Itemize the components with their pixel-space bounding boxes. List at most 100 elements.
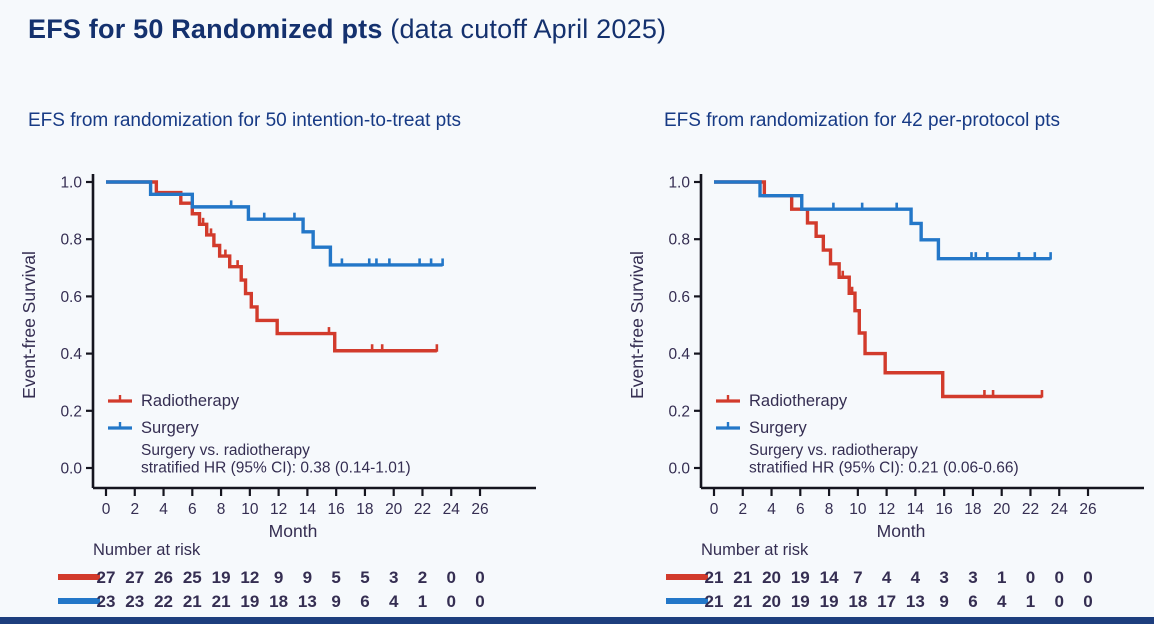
y-tick-label: 0.2	[668, 403, 690, 420]
km-curve-radiotherapy	[714, 180, 1044, 399]
x-tick-label: 10	[849, 501, 867, 518]
legend: Radiotherapy Surgery Surgery vs. radiother…	[716, 392, 1019, 477]
risk-count: 21	[705, 592, 724, 611]
axes: 0.00.20.40.60.81.00 2 4 6 8 10 12 14 16 18 20 22 24 2…	[19, 174, 536, 541]
risk-count: 23	[125, 592, 144, 611]
risk-count: 13	[906, 592, 925, 611]
y-tick-label: 0.6	[60, 289, 82, 306]
risk-count: 0	[1055, 592, 1064, 611]
km-chart-per-protocol-svg: 0.00.20.40.60.81.00 2 4 6 8 10 12 14 16 18 20 22 24 2…	[627, 174, 1144, 611]
risk-count: 0	[447, 568, 456, 587]
risk-count: 21	[733, 568, 752, 587]
y-tick-label: 0.6	[668, 289, 690, 306]
risk-count: 4	[389, 592, 399, 611]
number-at-risk-label: Number at risk	[701, 541, 809, 559]
risk-count: 27	[125, 568, 144, 587]
risk-count: 5	[360, 568, 369, 587]
risk-count: 4	[997, 592, 1007, 611]
y-tick-label: 0.2	[60, 403, 82, 420]
km-curve-surgery	[714, 180, 1052, 261]
risk-count: 17	[877, 592, 896, 611]
page-title-suffix: (data cutoff April 2025)	[382, 14, 667, 44]
page-title: EFS for 50 Randomized pts (data cutoff A…	[28, 14, 666, 45]
x-tick-label: 4	[159, 501, 168, 518]
y-tick-label: 0.4	[668, 346, 690, 363]
risk-count: 0	[1026, 568, 1035, 587]
risk-count: 21	[212, 592, 231, 611]
x-tick-label: 0	[102, 501, 111, 518]
legend-label: Surgery	[141, 419, 200, 437]
x-tick-label: 24	[1051, 501, 1069, 518]
risk-count: 0	[1055, 568, 1064, 587]
hr-annotation-line: Surgery vs. radiotherapy	[749, 442, 918, 459]
risk-count: 9	[331, 592, 340, 611]
risk-count: 13	[298, 592, 317, 611]
risk-count: 23	[97, 592, 116, 611]
risk-count: 21	[705, 568, 724, 587]
risk-count: 9	[939, 592, 948, 611]
risk-count: 9	[303, 568, 312, 587]
x-tick-label: 22	[1022, 501, 1039, 518]
risk-count: 7	[853, 568, 862, 587]
risk-count: 19	[791, 568, 810, 587]
slide-footer-bar	[0, 617, 1154, 624]
chart-panel-itt: EFS from randomization for 50 intention-…	[8, 100, 554, 618]
y-tick-label: 1.0	[60, 175, 82, 192]
y-axis-label: Event-free Survival	[19, 251, 39, 399]
x-tick-label: 6	[188, 501, 197, 518]
x-axis-label: Month	[269, 521, 318, 541]
x-tick-label: 10	[241, 501, 259, 518]
y-axis-label: Event-free Survival	[627, 251, 647, 399]
y-tick-label: 0.4	[60, 346, 82, 363]
chart-panel-per-protocol: EFS from randomization for 42 per-protoc…	[616, 100, 1154, 618]
chart-subtitle-per-protocol: EFS from randomization for 42 per-protoc…	[664, 110, 1061, 131]
risk-count: 6	[360, 592, 369, 611]
hr-annotation-line: stratified HR (95% CI): 0.21 (0.06-0.66)	[749, 460, 1019, 477]
x-tick-label: 26	[471, 501, 488, 518]
axes: 0.00.20.40.60.81.00 2 4 6 8 10 12 14 16 18 20 22 24 2…	[627, 174, 1144, 541]
number-at-risk-label: Number at risk	[93, 541, 201, 559]
legend-label: Surgery	[749, 419, 808, 437]
km-chart-itt-svg: 0.00.20.40.60.81.00 2 4 6 8 10 12 14 16 18 20 22 24 2…	[19, 174, 536, 611]
risk-count: 5	[331, 568, 340, 587]
x-tick-label: 8	[217, 501, 226, 518]
y-tick-label: 0.8	[668, 232, 690, 249]
x-tick-label: 20	[993, 501, 1011, 518]
km-curve-surgery	[106, 180, 444, 267]
risk-count: 21	[183, 592, 202, 611]
x-tick-label: 6	[796, 501, 805, 518]
x-tick-label: 24	[443, 501, 461, 518]
page-title-main: EFS for 50 Randomized pts	[28, 14, 383, 44]
km-curve-radiotherapy	[106, 180, 439, 353]
y-tick-label: 0.0	[60, 461, 82, 478]
risk-count: 18	[848, 592, 867, 611]
risk-count: 20	[762, 568, 781, 587]
x-tick-label: 12	[878, 501, 895, 518]
x-tick-label: 2	[738, 501, 747, 518]
y-tick-label: 0.8	[60, 232, 82, 249]
risk-count: 14	[820, 568, 839, 587]
x-tick-label: 20	[385, 501, 403, 518]
legend-label: Radiotherapy	[749, 392, 848, 410]
x-axis-label: Month	[877, 521, 926, 541]
hr-annotation-line: Surgery vs. radiotherapy	[141, 442, 310, 459]
x-tick-label: 4	[767, 501, 776, 518]
risk-count: 19	[212, 568, 231, 587]
x-tick-label: 8	[825, 501, 834, 518]
risk-count: 25	[183, 568, 202, 587]
x-tick-label: 26	[1079, 501, 1096, 518]
x-tick-label: 18	[356, 501, 373, 518]
risk-count: 3	[939, 568, 948, 587]
risk-count: 6	[968, 592, 977, 611]
risk-count: 20	[762, 592, 781, 611]
x-tick-label: 16	[936, 501, 953, 518]
legend-label: Radiotherapy	[141, 392, 240, 410]
x-tick-label: 16	[328, 501, 345, 518]
risk-count: 26	[154, 568, 173, 587]
risk-count: 1	[1026, 592, 1035, 611]
risk-count: 27	[97, 568, 116, 587]
risk-count: 2	[418, 568, 427, 587]
risk-count: 0	[475, 592, 484, 611]
